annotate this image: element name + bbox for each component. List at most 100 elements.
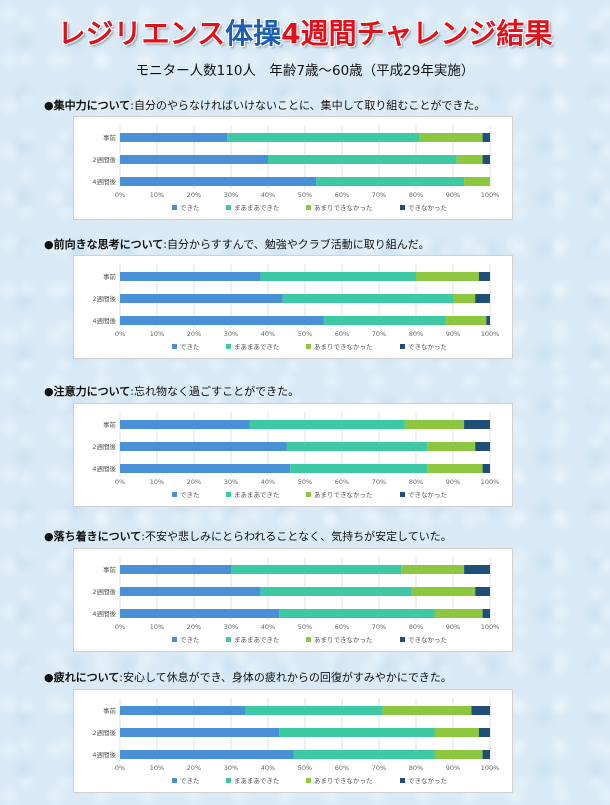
bar-segment <box>482 750 490 759</box>
bar-segment <box>260 587 413 596</box>
bar-segment <box>475 442 490 451</box>
y-category-label: 4週間後 <box>92 464 116 473</box>
bar-segment <box>464 177 490 186</box>
bar-segment <box>120 316 324 325</box>
bar-segment <box>486 316 490 325</box>
bar-segment <box>290 464 428 473</box>
bar-segment <box>279 728 435 737</box>
section-heading-3: ●注意力について:忘れ物なく過ごすことができた。 <box>44 383 299 399</box>
x-tick-label: 30% <box>224 191 238 199</box>
section-heading-5: ●疲れについて:安心して休息ができ、身体の疲れからの回復がすみやかにできた。 <box>44 669 452 685</box>
y-category-label: 事前 <box>103 272 117 281</box>
section-key: 注意力について <box>53 385 131 398</box>
x-tick-label: 0% <box>115 764 125 772</box>
section-desc: :自分のやらなければいけないことに、集中して取り組むことができた。 <box>130 99 486 112</box>
section-desc: :忘れ物なく過ごすことができた。 <box>130 385 300 398</box>
legend-label: できなかった <box>408 777 447 785</box>
x-tick-label: 60% <box>335 764 349 772</box>
bar-segment <box>268 155 457 164</box>
x-tick-label: 90% <box>446 764 460 772</box>
x-tick-label: 40% <box>261 764 275 772</box>
bar-segment <box>120 706 246 715</box>
x-tick-label: 70% <box>372 330 386 338</box>
legend-label: あまりできなかった <box>314 343 373 351</box>
bullet-icon: ● <box>44 385 54 398</box>
legend-swatch <box>400 205 405 210</box>
legend-swatch <box>306 344 311 349</box>
x-tick-label: 70% <box>372 764 386 772</box>
x-tick-label: 10% <box>150 330 164 338</box>
bar-segment <box>427 464 483 473</box>
legend-label: できなかった <box>408 491 447 499</box>
bar-segment <box>478 272 490 281</box>
chart-5: 0% 10% 20% 30% 40% 50% 60% 70% 80% 90% 100% 事前 2週間後 4… <box>92 698 499 785</box>
legend-label: できた <box>180 343 200 351</box>
x-tick-label: 60% <box>335 623 349 631</box>
bar-segment <box>416 272 479 281</box>
bar-segment <box>120 750 294 759</box>
x-tick-label: 50% <box>298 330 312 338</box>
legend-label: できた <box>180 636 200 644</box>
page-subtitle: モニター人数110人 年齢7歳～60歳（平成29年実施） <box>135 63 475 79</box>
bar-segment <box>323 316 446 325</box>
x-tick-label: 60% <box>335 478 349 486</box>
x-tick-label: 80% <box>409 478 423 486</box>
x-tick-label: 30% <box>224 623 238 631</box>
legend-swatch <box>226 205 231 210</box>
x-tick-label: 100% <box>481 623 500 631</box>
x-tick-label: 90% <box>446 478 460 486</box>
y-category-label: 事前 <box>103 706 117 715</box>
bar-segment <box>382 706 472 715</box>
x-tick-label: 30% <box>224 478 238 486</box>
legend-label: できた <box>180 204 200 212</box>
legend-swatch <box>226 492 231 497</box>
legend-label: まあまあできた <box>234 343 279 351</box>
bar-segment <box>456 155 483 164</box>
x-tick-label: 10% <box>150 764 164 772</box>
chart-panel-1: 0% 10% 20% 30% 40% 50% 60% 70% 80% 90% 100% 事前 2週間後 4… <box>73 116 513 220</box>
y-category-label: 2週間後 <box>92 442 116 451</box>
y-category-label: 2週間後 <box>92 728 116 737</box>
bar-segment <box>279 609 435 618</box>
x-tick-label: 0% <box>115 191 125 199</box>
bar-segment <box>120 442 287 451</box>
bar-segment <box>471 706 490 715</box>
legend-label: あまりできなかった <box>314 204 373 212</box>
x-tick-label: 100% <box>481 478 500 486</box>
legend-swatch <box>400 492 405 497</box>
bar-segment <box>434 728 479 737</box>
bar-segment <box>120 464 291 473</box>
x-tick-label: 20% <box>187 330 201 338</box>
x-tick-label: 10% <box>150 478 164 486</box>
x-tick-label: 10% <box>150 623 164 631</box>
bar-segment <box>249 420 405 429</box>
bar-segment <box>120 728 280 737</box>
bar-segment <box>434 609 483 618</box>
x-tick-label: 50% <box>298 623 312 631</box>
x-tick-label: 30% <box>224 330 238 338</box>
y-category-label: 2週間後 <box>92 294 116 303</box>
bar-segment <box>475 294 490 303</box>
bar-segment <box>245 706 383 715</box>
x-tick-label: 90% <box>446 330 460 338</box>
bar-segment <box>464 565 490 574</box>
chart-panel-2: 0% 10% 20% 30% 40% 50% 60% 70% 80% 90% 100% 事前 2週間後 4… <box>73 255 513 359</box>
bar-segment <box>120 272 261 281</box>
legend-label: まあまあできた <box>234 491 279 499</box>
chart-2: 0% 10% 20% 30% 40% 50% 60% 70% 80% 90% 100% 事前 2週間後 4… <box>92 264 499 351</box>
bar-segment <box>120 565 231 574</box>
section-key: 落ち着きについて <box>53 530 142 543</box>
y-category-label: 4週間後 <box>92 177 116 186</box>
bar-segment <box>293 750 435 759</box>
x-tick-label: 100% <box>481 191 500 199</box>
x-tick-label: 0% <box>115 623 125 631</box>
legend-swatch <box>226 637 231 642</box>
y-category-label: 事前 <box>103 420 117 429</box>
legend-label: あまりできなかった <box>314 777 373 785</box>
x-tick-label: 50% <box>298 478 312 486</box>
bar-segment <box>412 587 476 596</box>
bar-segment <box>482 133 490 142</box>
y-category-label: 事前 <box>103 565 117 574</box>
legend-swatch <box>400 778 405 783</box>
x-tick-label: 50% <box>298 764 312 772</box>
